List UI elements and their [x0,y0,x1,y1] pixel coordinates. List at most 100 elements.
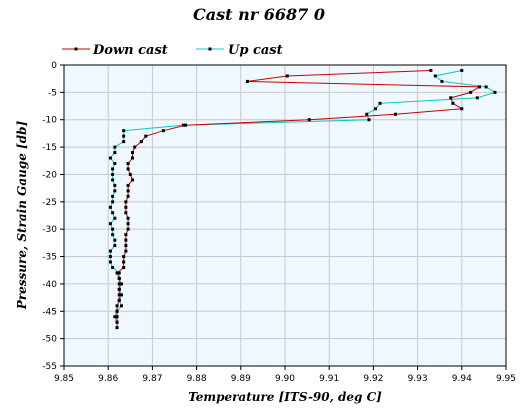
down-cast-point [122,265,126,269]
down-cast-point [124,233,128,237]
y-axis-label: Pressure, Strain Gauge [db] [15,120,29,310]
down-cast-point [126,167,130,171]
up-cast-point [460,68,464,72]
down-cast-point [126,162,130,166]
down-cast-point [115,320,119,324]
up-cast-point [117,271,121,275]
up-cast-point [122,140,126,144]
down-cast-point [126,189,130,193]
y-tick-label: -50 [42,335,57,345]
up-cast-point [122,129,126,133]
y-tick-label: 0 [51,61,57,71]
up-cast-point [111,194,115,198]
y-tick-label: -10 [42,116,57,126]
up-cast-point [475,96,479,100]
up-cast-point [108,205,112,209]
y-tick-label: -25 [42,198,57,208]
down-cast-point [124,244,128,248]
y-axis-ticks: 0 -5 -10 -15 -20 -25 -30 -35 -40 -45 -50 -55 [42,61,64,372]
y-tick-label: -20 [42,170,57,180]
up-cast-point [433,74,437,78]
x-tick-label: 9.88 [187,374,207,384]
y-tick-label: -55 [42,362,57,372]
down-cast-point [117,287,121,291]
down-cast-point [117,298,121,302]
down-cast-point [124,200,128,204]
x-tick-label: 9.94 [452,374,472,384]
x-tick-label: 9.91 [319,374,339,384]
up-cast-point [108,222,112,226]
y-tick-label: -40 [42,280,57,290]
down-cast-point [115,326,119,330]
chart-title: Cast nr 6687 0 [193,5,325,24]
up-cast-point [181,123,185,127]
up-cast-point [113,238,117,242]
series-layer [108,68,497,330]
down-cast-point [117,293,121,297]
up-cast-point [119,293,123,297]
down-cast-point [161,129,165,133]
down-cast-point [394,112,397,116]
up-cast-point [122,134,126,138]
up-cast-point [113,151,117,155]
up-cast-point [108,156,112,160]
down-cast-point [245,79,249,83]
down-cast-point [124,211,128,215]
down-cast-point [124,205,128,209]
up-cast-point [484,85,488,89]
legend: Down cast Up cast [62,43,283,58]
down-cast-point [115,271,119,275]
x-tick-label: 9.93 [408,374,428,384]
y-tick-label: -45 [42,307,57,317]
up-cast-point [111,178,115,182]
down-cast-point [122,260,126,264]
down-cast-point [469,90,473,94]
up-cast-point [111,167,115,171]
down-cast-point [460,107,464,111]
x-tick-label: 9.89 [231,374,251,384]
legend-up-cast-label: Up cast [228,43,283,58]
x-tick-label: 9.86 [98,374,118,384]
up-cast-point [113,244,117,248]
x-tick-label: 9.85 [54,374,74,384]
legend-up-cast-marker [208,47,212,51]
down-cast-point [122,255,126,259]
down-cast-point [126,183,130,187]
down-cast-point [126,194,130,198]
y-tick-label: -30 [42,225,57,235]
down-cast-point [115,304,119,308]
legend-down-cast-marker [74,47,78,51]
down-cast-point [184,123,188,127]
up-cast-point [111,227,115,231]
up-cast-point [113,183,117,187]
legend-down-cast-label: Down cast [92,43,168,58]
y-tick-label: -15 [42,143,57,153]
down-cast-point [131,151,135,155]
down-cast-point [128,172,132,176]
up-cast-point [111,172,115,176]
y-tick-label: -5 [48,88,57,98]
down-cast-point [307,118,311,122]
down-cast-point [133,145,137,149]
down-cast-point [285,74,289,78]
down-cast-point [144,134,148,138]
up-cast-point [493,90,497,94]
down-cast-point [124,249,128,253]
up-cast-point [113,216,117,220]
up-cast-point [111,233,115,237]
down-cast-point [429,68,433,72]
y-tick-label: -35 [42,253,57,263]
down-cast-point [131,156,135,160]
x-tick-label: 9.95 [496,374,516,384]
down-cast-point [115,309,119,313]
x-axis-ticks: 9.85 9.86 9.87 9.88 9.89 9.90 9.91 9.92 9.93 9.94… [54,366,516,384]
x-tick-label: 9.90 [275,374,295,384]
up-cast-point [119,282,123,286]
up-cast-point [113,315,117,319]
down-cast-point [451,101,455,105]
up-cast-point [113,189,117,193]
up-cast-point [111,265,115,269]
up-cast-point [367,118,371,122]
up-cast-point [113,145,117,149]
